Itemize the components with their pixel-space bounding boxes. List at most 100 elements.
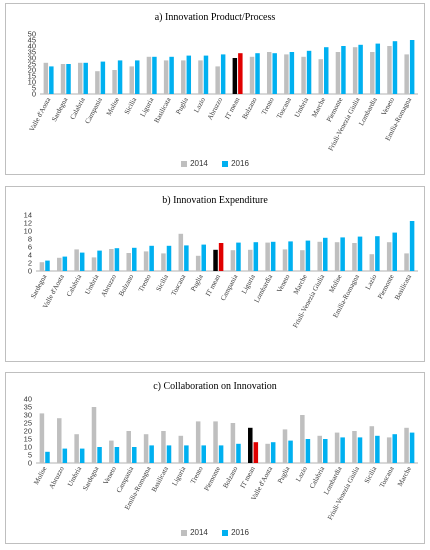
x-tick-label: Marche — [310, 96, 327, 119]
x-tick-label: Molise — [105, 96, 121, 117]
bar-2016 — [149, 245, 154, 271]
bar-2014 — [282, 249, 288, 271]
y-tick-label: 8 — [28, 235, 32, 244]
bar-2014 — [163, 60, 169, 94]
bar-2014 — [334, 432, 340, 463]
legend-swatch-2014 — [181, 160, 188, 167]
bar-2014 — [195, 255, 201, 271]
bar-2016 — [375, 435, 380, 463]
x-tick-label: Lazio — [294, 465, 309, 483]
y-tick-label: 40 — [28, 42, 36, 51]
bar-2016 — [288, 440, 293, 463]
x-tick-label: Puglia — [174, 95, 190, 115]
x-tick-label: Umbria — [83, 272, 101, 295]
bar-2016 — [114, 248, 120, 271]
y-tick-label: 10 — [24, 443, 32, 452]
bar-2016 — [236, 242, 241, 271]
chart-panel-innovation-product-process: a) Innovation Product/Process 0 5 10 15 20 25… — [5, 3, 425, 175]
bar-2014 — [77, 62, 83, 94]
bar-2014 — [74, 249, 79, 271]
y-tick-label: 25 — [28, 60, 36, 69]
bar-2016 — [201, 445, 206, 463]
bar-2014 — [198, 60, 203, 94]
bar-2014 — [143, 251, 149, 271]
y-tick-label: 25 — [24, 419, 32, 428]
bar-2014 — [39, 262, 45, 271]
y-tick-label: 0 — [28, 267, 32, 276]
bar-2016 — [272, 53, 277, 94]
x-tick-label: Umbria — [66, 464, 84, 487]
x-tick-label: Calabria — [308, 464, 327, 489]
legend-item-2016: 2016 — [222, 528, 249, 537]
bar-2016 — [100, 61, 106, 94]
y-tick-label: 5 — [28, 451, 32, 460]
y-tick-label: 45 — [28, 36, 36, 45]
x-tick-label: Calabria — [69, 95, 88, 120]
x-tick-label: Veneto — [275, 273, 291, 294]
bar-2016 — [392, 434, 397, 463]
x-tick-label: Trento — [189, 465, 205, 485]
bar-2014 — [404, 54, 409, 94]
x-tick-label: Lazio — [364, 273, 379, 291]
bar-2016 — [305, 439, 311, 463]
bar-2014 — [386, 437, 392, 463]
bar-2016 — [270, 241, 276, 271]
bar-2014 — [43, 62, 49, 94]
bar-2016 — [45, 451, 50, 463]
bar-2016 — [409, 432, 415, 463]
x-tick-label: Puglia — [189, 272, 205, 292]
y-tick-label: 30 — [28, 54, 36, 63]
bar-2014 — [57, 418, 62, 463]
legend: 2014 2016 — [6, 528, 424, 537]
bar-2014 — [95, 71, 100, 94]
bar-2014 — [181, 60, 186, 94]
legend-swatch-2016 — [222, 160, 229, 167]
x-tick-label: Bolzano — [221, 465, 239, 490]
legend-label-2016: 2016 — [231, 528, 249, 537]
bar-2016 — [83, 62, 88, 94]
bar-2014 — [318, 59, 323, 94]
x-tick-label: Puglia — [276, 464, 292, 484]
x-tick-label: Liguria — [240, 272, 257, 295]
bar-2014 — [301, 56, 306, 94]
bar-2014 — [387, 46, 392, 94]
bar-2016 — [220, 54, 226, 94]
y-tick-label: 50 — [28, 30, 36, 39]
bar-2014 — [178, 435, 184, 463]
bar-2016 — [169, 56, 174, 94]
x-tick-label: Umbria — [293, 95, 311, 118]
bar-2016 — [409, 40, 415, 94]
bar-2016 — [203, 55, 209, 94]
bar-2014 — [317, 241, 322, 271]
bars — [39, 221, 415, 271]
bar-2016 — [357, 236, 363, 271]
bar-2014 — [248, 249, 253, 271]
x-tick-label: Marche — [396, 465, 413, 488]
bar-2014 — [60, 64, 66, 94]
y-tick-label: 35 — [28, 48, 36, 57]
x-tick-label: Campania — [84, 95, 105, 125]
x-tick-label: Toscana — [275, 95, 293, 120]
bar-2016 — [253, 442, 259, 463]
bar-2014 — [161, 431, 166, 463]
bar-2016 — [218, 445, 224, 463]
x-tick-label: IT mean — [223, 96, 241, 121]
bar-2016 — [79, 252, 85, 271]
bar-2016 — [306, 50, 312, 94]
bar-2014 — [265, 242, 270, 271]
bar-2014 — [352, 47, 358, 94]
chart-panel-innovation-expenditure: b) Innovation Expenditure 0 2 4 6 8 10 12 14 Sar… — [5, 186, 425, 362]
bar-2016 — [79, 448, 85, 463]
x-tick-label: Sicilia — [123, 95, 139, 115]
x-tick-label: Abruzzo — [100, 273, 119, 298]
bar-2016 — [238, 53, 243, 94]
y-tick-label: 20 — [28, 66, 36, 75]
chart-title: c) Collaboration on Innovation — [153, 381, 277, 392]
bar-2016 — [218, 243, 224, 271]
bar-2014 — [230, 250, 236, 271]
x-tick-label: Molise — [32, 465, 48, 486]
bar-2016 — [149, 445, 154, 463]
